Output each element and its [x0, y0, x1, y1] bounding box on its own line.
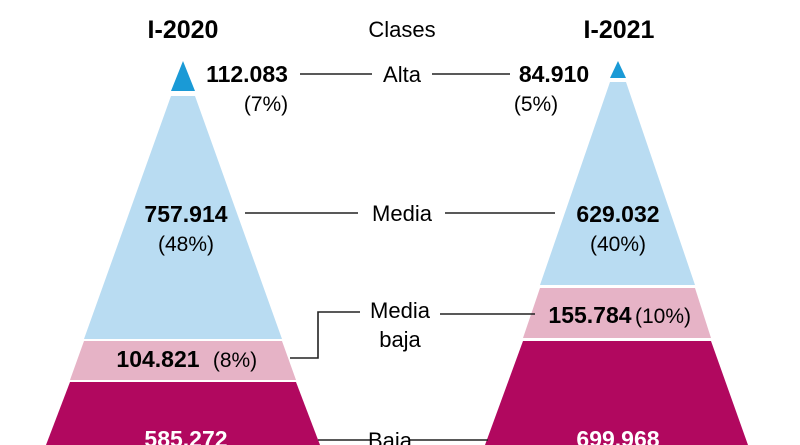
- value-2020-baja: 585.272: [144, 426, 227, 445]
- pyramid-2020-alta-segment: [171, 61, 195, 91]
- class-label-alta: Alta: [383, 62, 422, 87]
- pct-2020-alta: (7%): [244, 93, 288, 116]
- year-2020-label: I-2020: [148, 16, 219, 44]
- classes-title: Clases: [368, 17, 435, 42]
- value-2021-media: 629.032: [576, 201, 659, 227]
- connector-media-baja-left: [290, 311, 360, 359]
- pyramid-2020-media-segment: [84, 96, 282, 339]
- pyramid-2021-baja-segment: [485, 341, 748, 445]
- value-2021-alta: 84.910: [519, 61, 589, 87]
- value-2021-baja: 699.968: [576, 426, 659, 445]
- value-2020-alta: 112.083: [206, 61, 288, 87]
- value-2020-media: 757.914: [144, 201, 227, 227]
- class-label-media-baja-line1: Media: [370, 298, 431, 323]
- pct-2021-media: (40%): [590, 233, 646, 256]
- pyramid-2021-media-baja-segment: [523, 288, 711, 338]
- connector-lines: [245, 73, 555, 441]
- pyramid-2020: [46, 61, 320, 445]
- class-label-media-baja-line2: baja: [379, 327, 421, 352]
- value-2021-media-baja: 155.784: [548, 302, 631, 328]
- pct-2021-alta: (5%): [514, 93, 558, 116]
- pct-2021-media-baja: (10%): [635, 305, 691, 328]
- value-2020-media-baja: 104.821: [116, 346, 199, 372]
- pyramid-2020-media-baja-segment: [70, 341, 296, 380]
- pyramid-2021-media-segment: [540, 82, 695, 285]
- pyramid-2021-alta-segment: [610, 61, 626, 78]
- class-label-baja: Baja: [368, 428, 413, 445]
- pct-2020-media-baja: (8%): [213, 349, 257, 372]
- year-2021-label: I-2021: [584, 16, 655, 44]
- pct-2020-media: (48%): [158, 233, 214, 256]
- pyramid-2021: [485, 61, 748, 445]
- pyramid-2020-baja-segment: [46, 382, 320, 445]
- class-label-media: Media: [372, 201, 433, 226]
